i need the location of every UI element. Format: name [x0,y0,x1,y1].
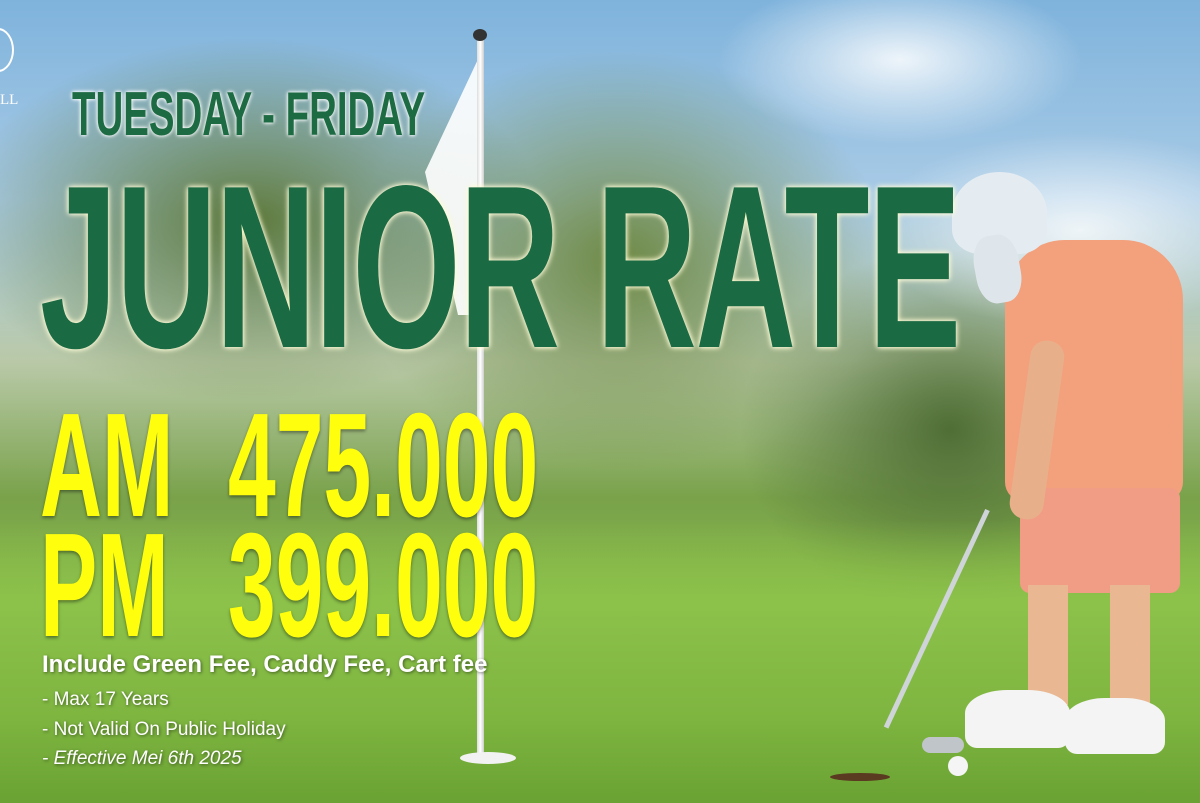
am-label: AM [40,383,174,548]
page-title: JUNIOR RATE [40,138,961,397]
golfer-shoe [1065,698,1165,754]
logo-text: LL [0,92,19,108]
pm-label: PM [40,503,169,668]
golf-ball [948,756,968,776]
flag-pole [477,35,484,757]
golfer-shorts [1020,488,1180,593]
golfer-leg [1110,585,1150,710]
note-item: - Effective Mei 6th 2025 [42,748,242,769]
golf-green [0,520,1200,803]
flag-pole-top [473,29,487,41]
golf-hole [830,773,890,781]
note-item: - Not Valid On Public Holiday [42,719,286,740]
am-price: 475.000 [228,383,539,548]
includes-text: Include Green Fee, Caddy Fee, Cart fee [42,651,488,678]
flag-pole-base [460,752,516,764]
days-heading: TUESDAY - FRIDAY [72,80,426,149]
golf-club-head [922,737,964,753]
golfer-leg [1028,585,1068,705]
note-item: - Max 17 Years [42,689,169,710]
pm-price: 399.000 [228,503,539,668]
golfer-shoe [965,690,1070,748]
